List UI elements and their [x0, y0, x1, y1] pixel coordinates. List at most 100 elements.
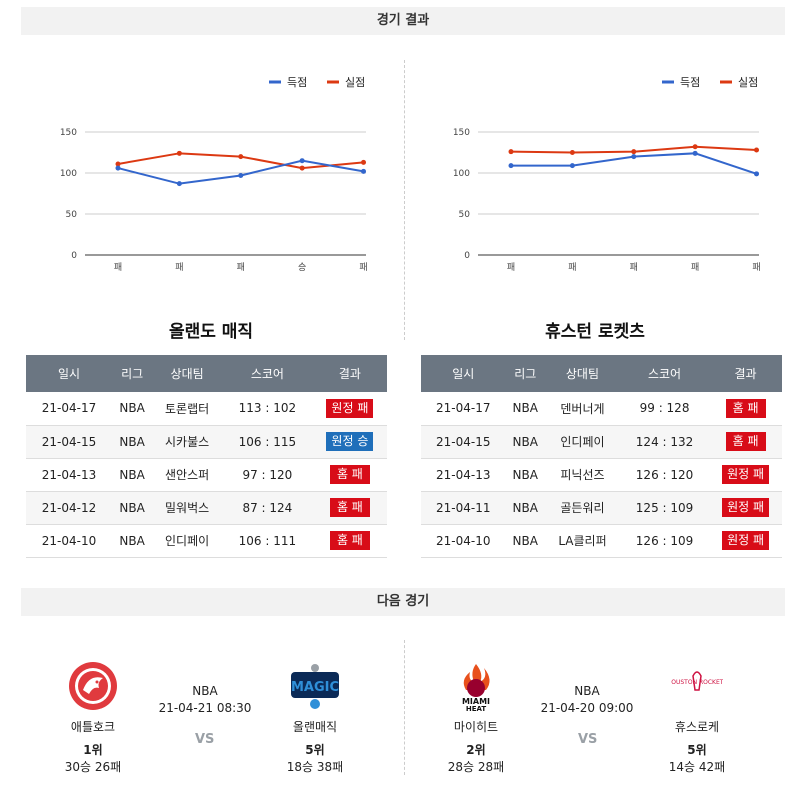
- opponent-cell[interactable]: 샌안스퍼: [152, 458, 222, 492]
- y-tick-label: 0: [71, 251, 77, 261]
- header-date: 일시: [26, 355, 113, 392]
- game1-vs: VS: [195, 732, 215, 747]
- scored-point: [238, 172, 244, 178]
- score-cell: 126 : 120: [619, 458, 710, 492]
- result-cell: 홈 패: [709, 425, 782, 459]
- result-cell: 홈 패: [312, 524, 387, 558]
- league-cell: NBA: [112, 524, 153, 558]
- opponent-cell[interactable]: 피닉선즈: [544, 458, 620, 492]
- conceded-point: [299, 165, 305, 171]
- date-cell: 21-04-13: [26, 458, 113, 492]
- x-tick-label: 패: [568, 262, 576, 273]
- league-cell: NBA: [505, 458, 545, 492]
- table-row: 21-04-17 NBA 덴버너게 99 : 128 홈 패: [421, 392, 782, 426]
- result-cell: 원정 패: [709, 491, 782, 525]
- opponent-cell[interactable]: 골든워리: [544, 491, 620, 525]
- header-date: 일시: [421, 355, 506, 392]
- scored-line: [117, 159, 364, 185]
- date-cell: 21-04-12: [26, 491, 113, 525]
- result-cell: 원정 패: [709, 458, 782, 492]
- table-row: 21-04-15 NBA 시카불스 106 : 115 원정 승: [26, 425, 387, 459]
- league-cell: NBA: [505, 425, 545, 459]
- game2-info: NBA 21-04-20 09:00: [527, 684, 647, 715]
- game2-home-team[interactable]: MIAMI HEAT 마이히트 2위 28승 28패: [436, 660, 516, 775]
- table-header-row: 일시 리그 상대팀 스코어 결과: [26, 355, 387, 392]
- result-cell: 홈 패: [709, 392, 782, 426]
- league-cell: NBA: [112, 425, 153, 459]
- game1-away-team[interactable]: MAGIC 올랜매직 5위 18승 38패: [275, 660, 355, 775]
- score-cell: 97 : 120: [221, 458, 313, 492]
- result-badge: 홈 패: [329, 465, 370, 484]
- league-cell: NBA: [112, 392, 153, 426]
- table-row: 21-04-13 NBA 피닉선즈 126 : 120 원정 패: [421, 458, 782, 492]
- table-row: 21-04-10 NBA 인디페이 106 : 111 홈 패: [26, 524, 387, 558]
- opponent-cell[interactable]: 인디페이: [544, 425, 620, 459]
- date-cell: 21-04-15: [26, 425, 113, 459]
- conceded-point: [569, 150, 575, 155]
- results-section-header: 경기 결과: [21, 7, 785, 35]
- conceded-point: [631, 149, 637, 155]
- conceded-point: [692, 144, 698, 150]
- x-tick-label: 패: [752, 262, 760, 273]
- magic-logo-icon: MAGIC: [289, 660, 341, 712]
- opponent-cell[interactable]: LA클리퍼: [544, 524, 620, 558]
- opponent-cell[interactable]: 시카불스: [152, 425, 222, 459]
- left-score-chart-svg: 득점 실점 150 100 50 0 패 패 패 승 패: [60, 76, 368, 273]
- legend-conceded-label: 실점: [738, 76, 758, 89]
- opponent-cell[interactable]: 토론랩터: [152, 392, 222, 426]
- game2-datetime: 21-04-20 09:00: [540, 701, 634, 715]
- scored-point: [299, 158, 305, 164]
- left-team-title: 올랜도 매직: [168, 322, 254, 342]
- conceded-point: [115, 161, 121, 167]
- y-tick-label: 0: [464, 251, 470, 261]
- score-cell: 99 : 128: [619, 392, 710, 426]
- svg-text:HEAT: HEAT: [466, 705, 487, 712]
- opponent-cell[interactable]: 인디페이: [152, 524, 222, 558]
- date-cell: 21-04-10: [26, 524, 113, 558]
- y-tick-label: 100: [60, 169, 77, 179]
- scored-point: [569, 163, 575, 169]
- header-result: 결과: [312, 355, 387, 392]
- score-cell: 106 : 111: [221, 524, 313, 558]
- league-cell: NBA: [505, 524, 545, 558]
- conceded-point: [238, 154, 244, 160]
- game2-away-rank: 5위: [687, 743, 707, 757]
- y-tick-label: 150: [453, 128, 470, 138]
- conceded-point: [754, 147, 760, 153]
- table-row: 21-04-15 NBA 인디페이 124 : 132 홈 패: [421, 425, 782, 459]
- game2-home-record: 28승 28패: [447, 760, 505, 774]
- opponent-cell[interactable]: 덴버너게: [544, 392, 620, 426]
- next-games-section-header: 다음 경기: [21, 588, 785, 616]
- conceded-point: [176, 150, 182, 156]
- section-divider: [404, 60, 405, 340]
- result-cell: 원정 승: [312, 425, 387, 459]
- game1-home-rank: 1위: [83, 743, 103, 757]
- header-score: 스코어: [221, 355, 313, 392]
- league-cell: NBA: [112, 491, 153, 525]
- opponent-cell[interactable]: 밀워벅스: [152, 491, 222, 525]
- scored-point: [115, 165, 121, 171]
- league-cell: NBA: [112, 458, 153, 492]
- header-result: 결과: [709, 355, 782, 392]
- game1-home-team[interactable]: 애틀호크 1위 30승 26패: [53, 660, 133, 775]
- conceded-point: [361, 159, 367, 165]
- game1-away-record: 18승 38패: [286, 760, 344, 774]
- league-cell: NBA: [505, 491, 545, 525]
- x-tick-label: 패: [630, 262, 638, 273]
- x-tick-label: 패: [359, 262, 367, 273]
- right-team-title: 휴스턴 로켓츠: [545, 322, 645, 342]
- legend-scored-label: 득점: [287, 76, 307, 89]
- scored-point: [631, 154, 637, 160]
- next-games-divider: [404, 640, 405, 775]
- game2-away-team[interactable]: HOUSTON ROCKETS 휴스로케 5위 14승 42패: [657, 660, 737, 775]
- result-badge: 홈 패: [725, 398, 766, 418]
- scored-point: [176, 181, 182, 187]
- legend-conceded-label: 실점: [345, 76, 365, 89]
- score-cell: 113 : 102: [221, 392, 313, 426]
- left-score-chart: 득점 실점 150 100 50 0 패 패 패 승 패: [21, 55, 391, 285]
- game1-datetime: 21-04-21 08:30: [158, 701, 252, 715]
- result-cell: 홈 패: [312, 458, 387, 492]
- date-cell: 21-04-10: [421, 524, 506, 558]
- score-cell: 125 : 109: [619, 491, 710, 525]
- left-results-table: 일시 리그 상대팀 스코어 결과 21-04-17 NBA 토론랩터 113 : 10…: [26, 355, 387, 558]
